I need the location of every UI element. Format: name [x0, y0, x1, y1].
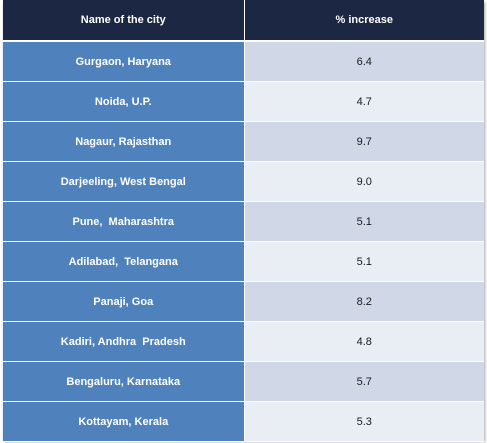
city-cell: Kottayam, Kerala — [3, 401, 245, 442]
city-cell: Kadiri, Andhra Pradesh — [3, 321, 245, 362]
table-row: Kadiri, Andhra Pradesh 4.8 — [3, 321, 484, 362]
increase-cell: 5.1 — [244, 241, 484, 282]
city-cell: Noida, U.P. — [3, 81, 245, 122]
column-header-city: Name of the city — [3, 0, 245, 42]
table-row: Adilabad, Telangana 5.1 — [3, 241, 484, 282]
increase-cell: 5.1 — [244, 201, 484, 242]
increase-cell: 9.7 — [244, 121, 484, 162]
city-increase-table: Name of the city % increase Gurgaon, Har… — [3, 0, 484, 442]
table-row: Noida, U.P. 4.7 — [3, 81, 484, 122]
table-row: Bengaluru, Karnataka 5.7 — [3, 361, 484, 402]
table-row: Gurgaon, Haryana 6.4 — [3, 41, 484, 82]
increase-cell: 5.7 — [244, 361, 484, 402]
increase-cell: 6.4 — [244, 41, 484, 82]
table-row: Nagaur, Rajasthan 9.7 — [3, 121, 484, 162]
city-cell: Bengaluru, Karnataka — [3, 361, 245, 402]
table-row: Kottayam, Kerala 5.3 — [3, 401, 484, 442]
increase-cell: 9.0 — [244, 161, 484, 202]
city-cell: Nagaur, Rajasthan — [3, 121, 245, 162]
increase-cell: 5.3 — [244, 401, 484, 442]
table-header-row: Name of the city % increase — [3, 0, 484, 42]
city-cell: Gurgaon, Haryana — [3, 41, 245, 82]
table-frame: Name of the city % increase Gurgaon, Har… — [3, 0, 484, 442]
increase-cell: 4.8 — [244, 321, 484, 362]
increase-cell: 8.2 — [244, 281, 484, 322]
city-cell: Adilabad, Telangana — [3, 241, 245, 282]
table-row: Darjeeling, West Bengal 9.0 — [3, 161, 484, 202]
increase-cell: 4.7 — [244, 81, 484, 122]
city-cell: Pune, Maharashtra — [3, 201, 245, 242]
table-row: Panaji, Goa 8.2 — [3, 281, 484, 322]
city-cell: Darjeeling, West Bengal — [3, 161, 245, 202]
table-row: Pune, Maharashtra 5.1 — [3, 201, 484, 242]
column-header-increase: % increase — [244, 0, 484, 42]
city-cell: Panaji, Goa — [3, 281, 245, 322]
